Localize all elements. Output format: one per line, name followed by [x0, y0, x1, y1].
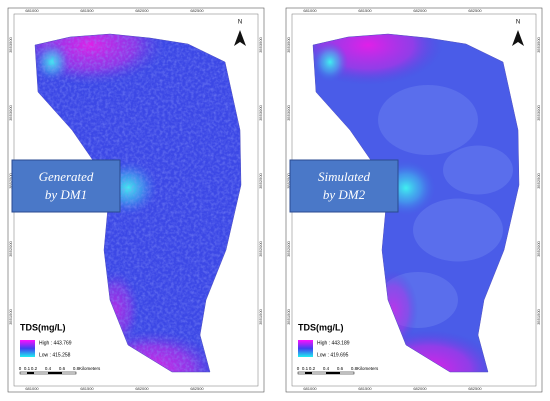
- label-box: [11, 159, 121, 213]
- y-coordinate: 3553500: [536, 36, 541, 52]
- north-arrow: [512, 30, 524, 46]
- scale-label: 0.8: [73, 366, 80, 371]
- scale-label: 0.4: [323, 366, 330, 371]
- scale-bar-fill: [326, 372, 340, 374]
- legend-low: Low : 419.695: [317, 352, 349, 358]
- y-coordinate: 3553500: [8, 36, 13, 52]
- x-coordinate: 682500: [468, 386, 482, 391]
- legend-title: TDS(mg/L): [20, 322, 66, 332]
- scale-label: 0: [297, 366, 300, 371]
- north-label: N: [238, 20, 242, 26]
- x-coordinate: 682500: [190, 386, 204, 391]
- y-coordinate: 3553500: [258, 36, 263, 52]
- map-panel: 681000 681000 681500 681500 682000 682000 6825…: [7, 7, 265, 393]
- surface-patch: [413, 198, 503, 262]
- y-coordinate: 3551500: [286, 308, 291, 324]
- y-coordinate: 3551500: [536, 308, 541, 324]
- scale-label: 0.2: [31, 366, 38, 371]
- x-coordinate: 682000: [413, 386, 427, 391]
- scale-bar-fill: [27, 372, 34, 374]
- scale-label: 0.6: [337, 366, 344, 371]
- x-coordinate: 681000: [25, 386, 39, 391]
- y-coordinate: 3553000: [258, 104, 263, 120]
- legend-low: Low : 415.258: [39, 352, 71, 358]
- y-coordinate: 3553000: [536, 104, 541, 120]
- x-coordinate: 682000: [413, 8, 427, 13]
- scale-label: 0.6: [59, 366, 66, 371]
- scale-label: 0.2: [309, 366, 316, 371]
- scale-label: 0.8: [351, 366, 358, 371]
- label-box: [289, 159, 399, 213]
- legend-ramp: [298, 340, 313, 357]
- surface-patch: [378, 85, 478, 155]
- scale-bar-fill: [305, 372, 312, 374]
- scale-label: 0.4: [45, 366, 52, 371]
- x-coordinate: 681500: [80, 8, 94, 13]
- scale-label: 0.1: [302, 366, 309, 371]
- y-coordinate: 3552500: [536, 172, 541, 188]
- y-coordinate: 3553000: [8, 104, 13, 120]
- x-coordinate: 681000: [303, 8, 317, 13]
- north-label: N: [516, 20, 520, 26]
- label-text: by DM2: [323, 187, 366, 202]
- scale-label: Kilometers: [79, 366, 101, 371]
- x-coordinate: 681500: [358, 386, 372, 391]
- map-panel: 681000 681000 681500 681500 682000 682000 6825…: [285, 7, 543, 393]
- x-coordinate: 681000: [303, 386, 317, 391]
- x-coordinate: 682000: [135, 386, 149, 391]
- legend-high: High : 443.769: [39, 340, 72, 346]
- y-coordinate: 3552000: [286, 240, 291, 256]
- scale-label: 0.1: [24, 366, 31, 371]
- y-coordinate: 3553000: [286, 104, 291, 120]
- label-text: Generated: [39, 169, 94, 184]
- scale-label: 0: [19, 366, 22, 371]
- y-coordinate: 3552500: [258, 172, 263, 188]
- y-coordinate: 3552000: [258, 240, 263, 256]
- scale-label: Kilometers: [357, 366, 379, 371]
- x-coordinate: 682000: [135, 8, 149, 13]
- label-text: Simulated: [318, 169, 370, 184]
- x-coordinate: 682500: [468, 8, 482, 13]
- y-coordinate: 3552000: [8, 240, 13, 256]
- y-coordinate: 3551500: [258, 308, 263, 324]
- y-coordinate: 3552500: [286, 172, 291, 188]
- north-arrow: [234, 30, 246, 46]
- y-coordinate: 3552000: [536, 240, 541, 256]
- scale-bar-fill: [48, 372, 62, 374]
- y-coordinate: 3551500: [8, 308, 13, 324]
- x-coordinate: 681500: [358, 8, 372, 13]
- surface-patch: [443, 145, 513, 195]
- legend-ramp: [20, 340, 35, 357]
- y-coordinate: 3552500: [8, 172, 13, 188]
- legend-title: TDS(mg/L): [298, 322, 344, 332]
- x-coordinate: 681000: [25, 8, 39, 13]
- legend-high: High : 443.189: [317, 340, 350, 346]
- x-coordinate: 681500: [80, 386, 94, 391]
- label-text: by DM1: [45, 187, 87, 202]
- x-coordinate: 682500: [190, 8, 204, 13]
- y-coordinate: 3553500: [286, 36, 291, 52]
- low-zone: [313, 42, 348, 82]
